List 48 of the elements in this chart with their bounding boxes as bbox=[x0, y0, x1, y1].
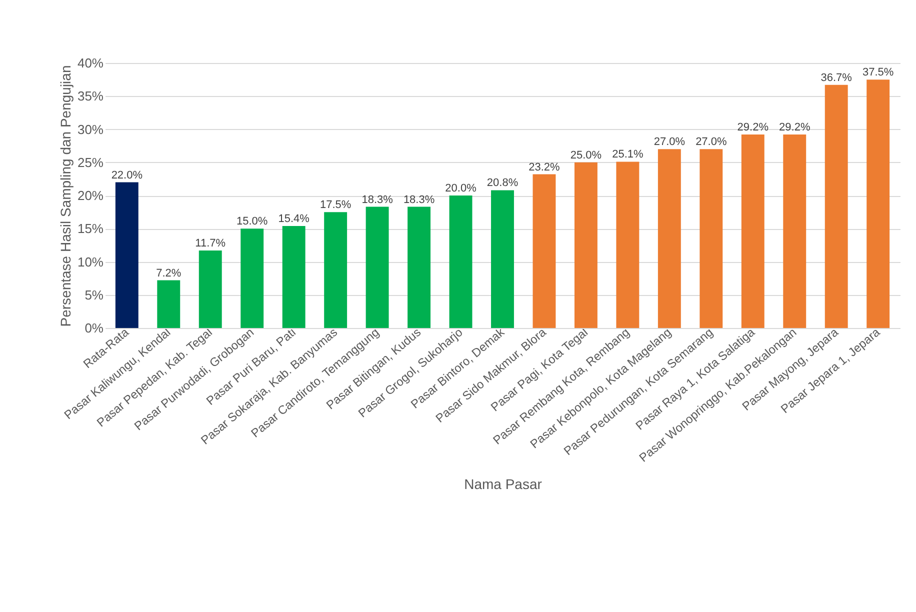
data-label: 18.3% bbox=[362, 194, 394, 206]
data-label: 37.5% bbox=[862, 66, 894, 79]
data-label: 29.2% bbox=[737, 122, 769, 134]
data-label: 17.5% bbox=[320, 199, 352, 212]
data-label: 23.2% bbox=[528, 161, 560, 174]
data-label: 20.0% bbox=[445, 182, 477, 194]
y-tick-label: 20% bbox=[77, 188, 104, 203]
bar bbox=[491, 190, 514, 328]
data-label: 36.7% bbox=[820, 72, 852, 84]
data-label: 20.8% bbox=[486, 177, 518, 190]
bar bbox=[115, 182, 138, 328]
bar bbox=[783, 134, 806, 328]
y-tick-label: 35% bbox=[77, 88, 104, 104]
bar bbox=[408, 206, 431, 328]
data-label: 15.4% bbox=[278, 212, 310, 225]
bar bbox=[700, 149, 723, 328]
bar bbox=[824, 84, 848, 328]
bar bbox=[324, 212, 348, 328]
bar bbox=[532, 174, 556, 328]
data-label: 25.1% bbox=[612, 148, 644, 161]
y-tick-label: 15% bbox=[77, 221, 104, 236]
bar bbox=[366, 206, 389, 328]
data-label: 7.2% bbox=[156, 267, 182, 280]
bar bbox=[449, 196, 472, 328]
data-label: 18.3% bbox=[403, 194, 435, 206]
y-tick-label: 10% bbox=[77, 254, 104, 270]
data-label: 27.0% bbox=[654, 136, 686, 148]
bar bbox=[157, 280, 180, 328]
data-label: 27.0% bbox=[696, 136, 727, 148]
bar bbox=[866, 80, 890, 328]
bar bbox=[616, 162, 640, 328]
bar bbox=[240, 228, 264, 328]
bar bbox=[282, 226, 306, 328]
y-tick-label: 25% bbox=[77, 154, 104, 170]
y-axis-title: Persentase Hasil Sampling dan Pengujian bbox=[57, 65, 74, 327]
bar bbox=[198, 250, 222, 328]
data-label: 11.7% bbox=[195, 237, 226, 250]
y-tick-label: 40% bbox=[77, 56, 104, 70]
bar bbox=[574, 162, 598, 328]
x-axis-title: Nama Pasar bbox=[464, 476, 542, 492]
y-tick-label: 5% bbox=[84, 287, 104, 302]
y-tick-label: 30% bbox=[77, 122, 104, 137]
data-label: 25.0% bbox=[570, 149, 602, 162]
data-label: 29.2% bbox=[779, 122, 810, 134]
bar bbox=[658, 149, 681, 328]
bar bbox=[741, 134, 764, 328]
data-label: 22.0% bbox=[111, 169, 143, 182]
data-label: 15.0% bbox=[236, 216, 268, 228]
